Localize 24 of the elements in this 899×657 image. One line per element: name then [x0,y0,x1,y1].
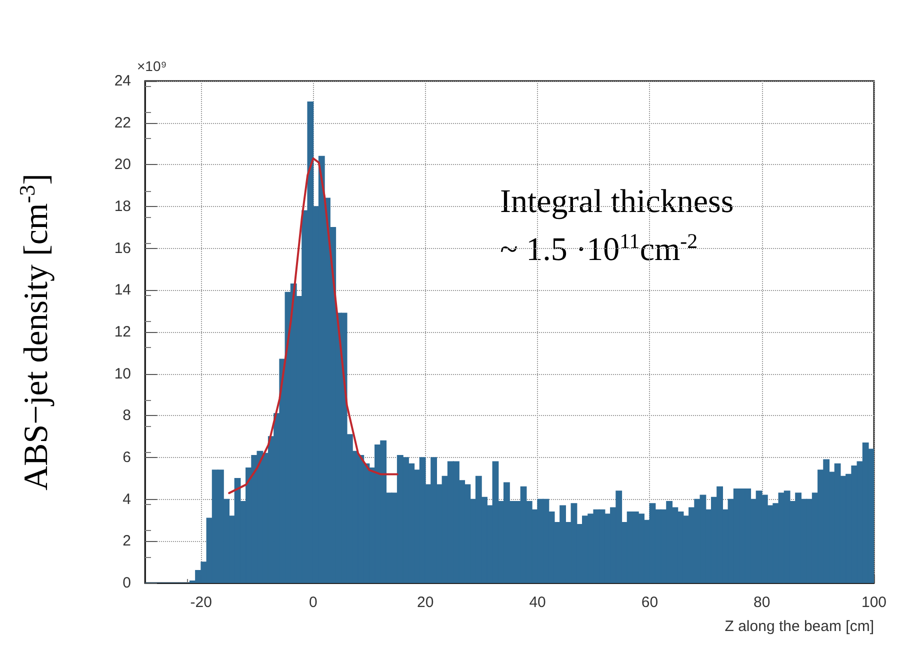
y-tick-label: 22 [114,114,131,132]
y-tick-label: 2 [122,532,131,550]
y-tick-label: 6 [122,449,131,466]
x-tick-label: 20 [417,594,434,611]
y-tick-label: 12 [114,324,131,340]
x-tick-label: 0 [309,594,318,611]
x-tick-label: 60 [641,594,658,611]
x-tick-label: 100 [861,594,887,611]
x-tick-label: 80 [754,594,770,611]
text: ×10⁹ [137,58,167,74]
y-tick-label: 4 [122,490,131,508]
x-tick-label: 40 [529,594,546,611]
y-tick-label: 8 [122,407,131,424]
y-tick-label: 20 [114,156,131,174]
y-tick-label: 16 [114,240,131,257]
y-axis-title: ABS−jet density [cm-3] [14,173,55,491]
x-tick-label: -20 [190,594,212,611]
y-tick-label: 18 [114,198,131,215]
y-tick-label: 14 [114,282,131,299]
y-tick-label: 10 [114,365,131,382]
line-series [228,157,398,494]
y-tick-label: 0 [122,574,131,592]
x-axis-title: Z along the beam [cm] [724,618,874,635]
y-tick-label: 24 [114,72,131,90]
